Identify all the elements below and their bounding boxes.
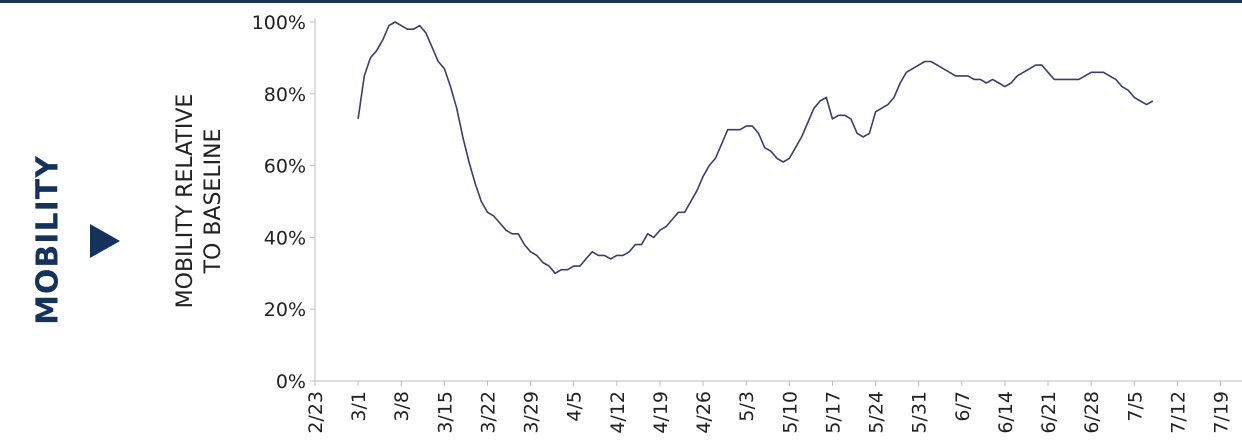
x-tick-label: 5/3 [736,391,758,422]
x-tick-label: 5/31 [909,391,931,434]
x-tick-label: 2/23 [305,391,327,434]
y-axis-ticks: 0% 20% 40% 60% 80% 100% [252,12,315,393]
x-axis-ticks: 2/23 3/1 3/8 3/15 3/22 3/29 4/5 4/12 4/19 4/26 5/3… [305,381,1233,434]
y-tick-label: 0% [276,371,306,393]
y-tick-label: 40% [264,227,306,249]
x-tick-label: 4/19 [650,391,672,434]
x-tick-label: 4/26 [693,391,715,434]
mobility-series-line [357,21,1154,275]
x-tick-label: 5/10 [779,391,801,434]
x-tick-label: 5/24 [866,391,888,434]
x-tick-label: 4/12 [607,391,629,434]
x-tick-label: 3/29 [521,391,543,434]
x-tick-label: 6/21 [1038,391,1060,434]
x-tick-label: 3/1 [348,391,370,422]
x-tick-label: 3/15 [434,391,456,434]
x-tick-label: 3/22 [477,391,499,434]
x-tick-label: 3/8 [391,391,413,422]
chart-axes [314,18,1242,382]
x-tick-label: 6/28 [1081,391,1103,434]
header-rule [0,0,1242,3]
y-tick-label: 80% [264,84,306,106]
x-tick-label: 5/17 [822,391,844,434]
y-tick-label: 100% [252,12,306,34]
x-tick-label: 7/5 [1124,391,1146,422]
x-tick-label: 6/7 [952,391,974,422]
y-tick-label: 20% [264,299,306,321]
x-tick-label: 4/5 [564,391,586,422]
x-tick-label: 7/12 [1167,391,1189,434]
triangle-right-icon [90,224,120,258]
x-tick-label: 6/14 [995,391,1017,434]
y-tick-label: 60% [264,156,306,178]
x-tick-label: 7/19 [1211,391,1233,434]
